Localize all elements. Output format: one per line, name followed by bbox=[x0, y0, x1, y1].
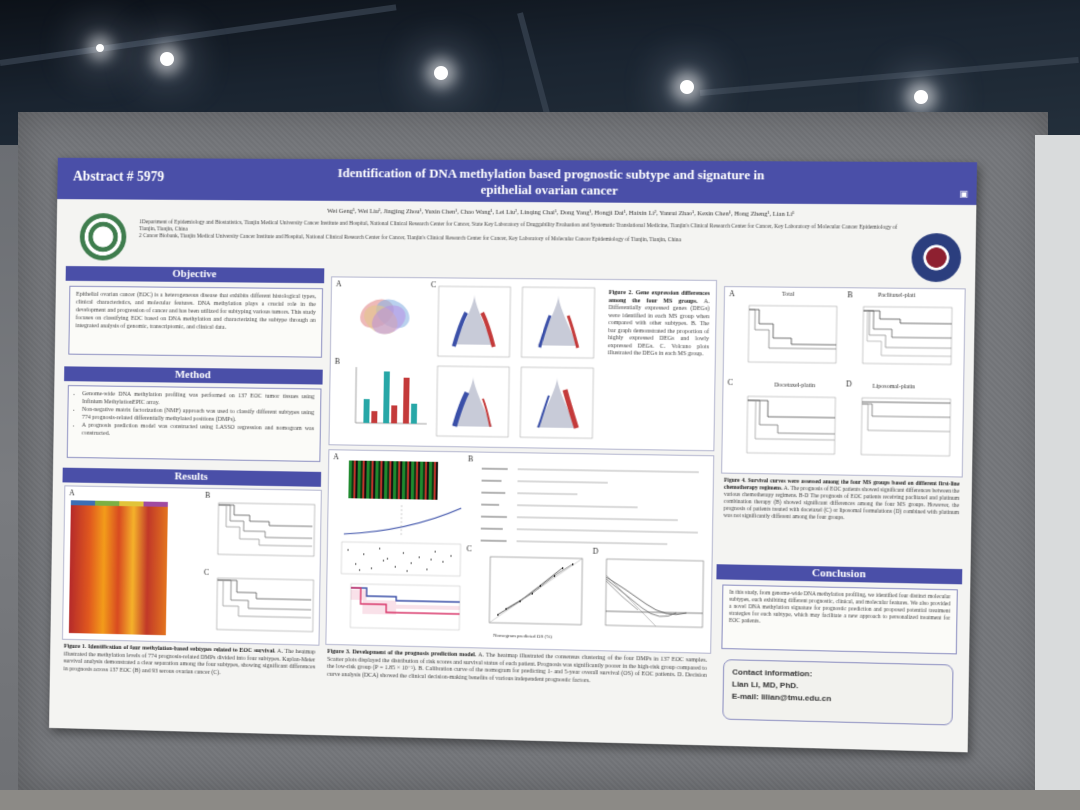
figure1-panel: A B C bbox=[62, 485, 322, 646]
dmp-heatmap bbox=[348, 460, 439, 500]
figure3-caption: Figure 3. Development of the prognosis p… bbox=[327, 649, 707, 688]
panel-letter: A bbox=[728, 289, 735, 299]
figure4-panel: A Total B Paclitaxel-plati C Docetaxel-p… bbox=[721, 286, 966, 478]
poster-title-line1: Identification of DNA methylation based … bbox=[337, 165, 765, 183]
results-heading: Results bbox=[62, 467, 322, 487]
objective-box: Epithelial ovarian cancer (EOC) is a het… bbox=[68, 285, 324, 358]
poster-header: Abstract # 5979 Identification of DNA me… bbox=[57, 157, 978, 206]
wall-panel bbox=[1035, 135, 1080, 810]
risk-score-plot bbox=[338, 502, 465, 540]
figure2-text: A. Differentially expressed genes (DEGs)… bbox=[607, 298, 710, 358]
km-total bbox=[738, 303, 841, 371]
poster: Abstract # 5979 Identification of DNA me… bbox=[49, 157, 978, 753]
hospital-logo bbox=[911, 233, 962, 283]
method-box: Genome-wide DNA methylation profiling wa… bbox=[66, 385, 322, 462]
figure3-text: A. The heatmap illustrated the consensus… bbox=[326, 652, 708, 684]
km-panel-title: Docetaxel-platin bbox=[774, 382, 816, 390]
nomogram bbox=[481, 461, 708, 553]
km-panel-title: Total bbox=[781, 291, 795, 298]
km-curve-all bbox=[210, 501, 317, 564]
panel-letter: C bbox=[466, 544, 472, 554]
method-item: A prognosis prediction model was constru… bbox=[82, 422, 314, 441]
qr-icon: ▣ bbox=[959, 188, 969, 199]
figure2-caption: Figure 2. Gene expression differences am… bbox=[608, 290, 710, 359]
panel-letter: B bbox=[204, 490, 211, 500]
figure2-panel: A B C bbox=[328, 276, 718, 452]
figure1-caption: Figure 1. Identification of four methyla… bbox=[63, 644, 315, 680]
abstract-number: Abstract # 5979 bbox=[72, 169, 165, 185]
km-paclitaxel bbox=[852, 305, 956, 373]
panel-letter: B bbox=[334, 356, 341, 366]
panel-letter: A bbox=[335, 279, 342, 289]
ceiling-light bbox=[680, 80, 694, 94]
methylation-heatmap bbox=[68, 500, 168, 636]
risk-km-curve bbox=[336, 582, 464, 643]
conclusion-text: In this study, from genome-wide DNA meth… bbox=[728, 589, 951, 625]
authors: Wei Geng¹, Wei Liu¹, Jingjing Zhou¹, Yux… bbox=[327, 207, 795, 218]
conclusion-heading: Conclusion bbox=[716, 564, 963, 585]
decision-curve bbox=[595, 555, 707, 638]
poster-title: Identification of DNA methylation based … bbox=[271, 165, 833, 200]
contact-box: Contact information: Lian Li, MD, PhD. E… bbox=[722, 659, 954, 726]
panel-letter: A bbox=[333, 452, 339, 462]
ceiling-light bbox=[160, 52, 174, 66]
panel-letter: B bbox=[847, 290, 853, 300]
panel-letter: D bbox=[845, 379, 852, 389]
km-panel-title: Paclitaxel-plati bbox=[878, 292, 916, 300]
figure4-caption: Figure 4. Survival curves were assessed … bbox=[723, 478, 959, 525]
survival-status-scatter bbox=[337, 540, 464, 580]
ceiling-light bbox=[434, 66, 448, 80]
objective-heading: Objective bbox=[65, 266, 325, 284]
university-logo bbox=[79, 213, 127, 261]
figure1-text: A. The heatmap illustrated the methylati… bbox=[63, 648, 316, 676]
conclusion-box: In this study, from genome-wide DNA meth… bbox=[721, 584, 958, 655]
volcano-plots bbox=[432, 284, 604, 442]
ceiling-beam bbox=[699, 56, 1079, 96]
km-liposomal bbox=[851, 396, 955, 464]
panel-letter: C bbox=[203, 567, 210, 577]
figure2-title: Figure 2. Gene expression differences am… bbox=[608, 289, 710, 305]
floor bbox=[0, 790, 1080, 810]
calibration-xlabel: Nomogram predicted OS (%) bbox=[493, 633, 553, 641]
km-docetaxel bbox=[737, 394, 840, 462]
poster-title-line2: epithelial ovarian cancer bbox=[480, 181, 619, 198]
calibration-curve bbox=[475, 552, 586, 634]
ceiling-beam bbox=[0, 4, 397, 66]
affiliations: 1Department of Epidemiology and Biostati… bbox=[139, 219, 899, 246]
method-heading: Method bbox=[64, 366, 323, 385]
km-panel-title: Liposomal-platin bbox=[872, 383, 916, 391]
objective-text: Epithelial ovarian cancer (EOC) is a het… bbox=[75, 291, 317, 331]
method-list: Genome-wide DNA methylation profiling wa… bbox=[68, 386, 321, 445]
panel-letter: A bbox=[69, 488, 75, 498]
km-curve-serous bbox=[209, 576, 316, 640]
deg-bar-graph bbox=[349, 363, 429, 430]
ceiling-light bbox=[96, 44, 104, 52]
figure3-panel: A B bbox=[325, 449, 715, 654]
panel-letter: C bbox=[727, 377, 734, 388]
panel-letter: B bbox=[467, 454, 474, 464]
venn-diagram bbox=[355, 293, 415, 340]
ceiling-light bbox=[914, 90, 928, 104]
